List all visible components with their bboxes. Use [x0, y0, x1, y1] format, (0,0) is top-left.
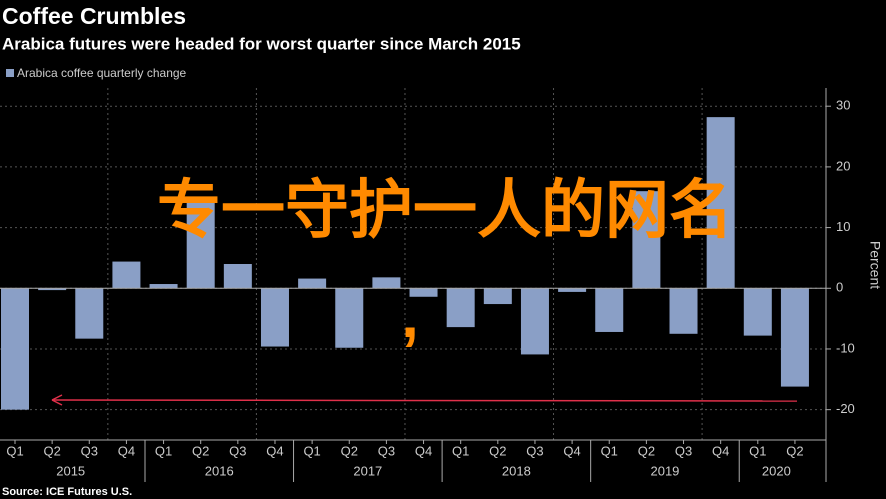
y-tick-label: 10 [836, 219, 850, 234]
year-label: 2018 [502, 463, 531, 478]
bar [223, 264, 252, 289]
x-tick-label: Q2 [489, 443, 506, 458]
x-tick-label: Q4 [563, 443, 580, 458]
x-tick-label: Q2 [341, 443, 358, 458]
annotation-arrow [51, 399, 798, 402]
overlay-text: 专一守护一人的网名 [157, 174, 733, 246]
x-tick-label: Q3 [378, 443, 395, 458]
bar [372, 277, 401, 289]
bar [743, 288, 772, 336]
y-tick-label: 20 [836, 158, 850, 173]
bar [1, 288, 29, 410]
year-label: 2019 [650, 463, 679, 478]
year-label: 2016 [205, 463, 234, 478]
x-tick-label: Q4 [118, 443, 135, 458]
overlay: 专一守护一人的网名, [157, 174, 733, 351]
x-tick-label: Q1 [155, 443, 172, 458]
x-tick-label: Q2 [43, 443, 60, 458]
bar [520, 288, 549, 355]
x-tick-label: Q3 [229, 443, 246, 458]
x-tick-label: Q4 [415, 443, 432, 458]
x-tick-label: Q4 [266, 443, 283, 458]
x-tick-label: Q3 [526, 443, 543, 458]
plot: -20 -10 0 10 20 30 Q1 Q2 Q3 Q4 Q1 Q2 Q3 Q4 Q1 Q2 Q3 Q4 Q1 Q… [0, 88, 855, 482]
bar [669, 288, 698, 334]
x-tick-label: Q3 [81, 443, 98, 458]
x-tick-label: Q2 [192, 443, 209, 458]
bar [149, 284, 178, 289]
chart-subtitle: Arabica futures were headed for worst qu… [2, 34, 521, 53]
bar [446, 288, 475, 328]
bar [186, 202, 215, 289]
bar [409, 288, 438, 297]
bar [335, 288, 364, 348]
x-tick-label: Q2 [786, 443, 803, 458]
bar [38, 288, 67, 291]
x-tick-label: Q1 [6, 443, 23, 458]
bar [260, 288, 289, 347]
year-label: 2017 [353, 463, 382, 478]
source: Source: ICE Futures U.S. [2, 486, 132, 498]
x-tick-label: Q2 [638, 443, 655, 458]
bar [112, 261, 141, 289]
year-label: 2020 [762, 463, 791, 478]
annotation-arrowhead [51, 394, 63, 406]
legend-label: Arabica coffee quarterly change [17, 66, 187, 80]
x-tick-label: Q1 [601, 443, 618, 458]
y-axis-label: Percent [867, 241, 883, 289]
bar [558, 288, 587, 292]
y-tick-label: -20 [836, 401, 855, 416]
overlay-text: , [401, 279, 419, 351]
x-tick-label: Q4 [712, 443, 729, 458]
x-tick-label: Q1 [452, 443, 469, 458]
x-tick-label: Q3 [675, 443, 692, 458]
year-label: 2015 [56, 463, 85, 478]
bar [483, 288, 512, 305]
y-tick-label: 30 [836, 98, 850, 113]
bar [780, 288, 809, 387]
bar [298, 278, 327, 289]
bar [706, 117, 735, 289]
x-tick-label: Q1 [749, 443, 766, 458]
bar [75, 288, 104, 339]
x-tick-label: Q1 [303, 443, 320, 458]
chart-title: Coffee Crumbles [2, 3, 186, 29]
bar [632, 191, 661, 289]
bar [595, 288, 624, 332]
y-tick-label: -10 [836, 340, 855, 355]
legend-swatch [6, 69, 14, 77]
y-tick-label: 0 [836, 280, 843, 295]
